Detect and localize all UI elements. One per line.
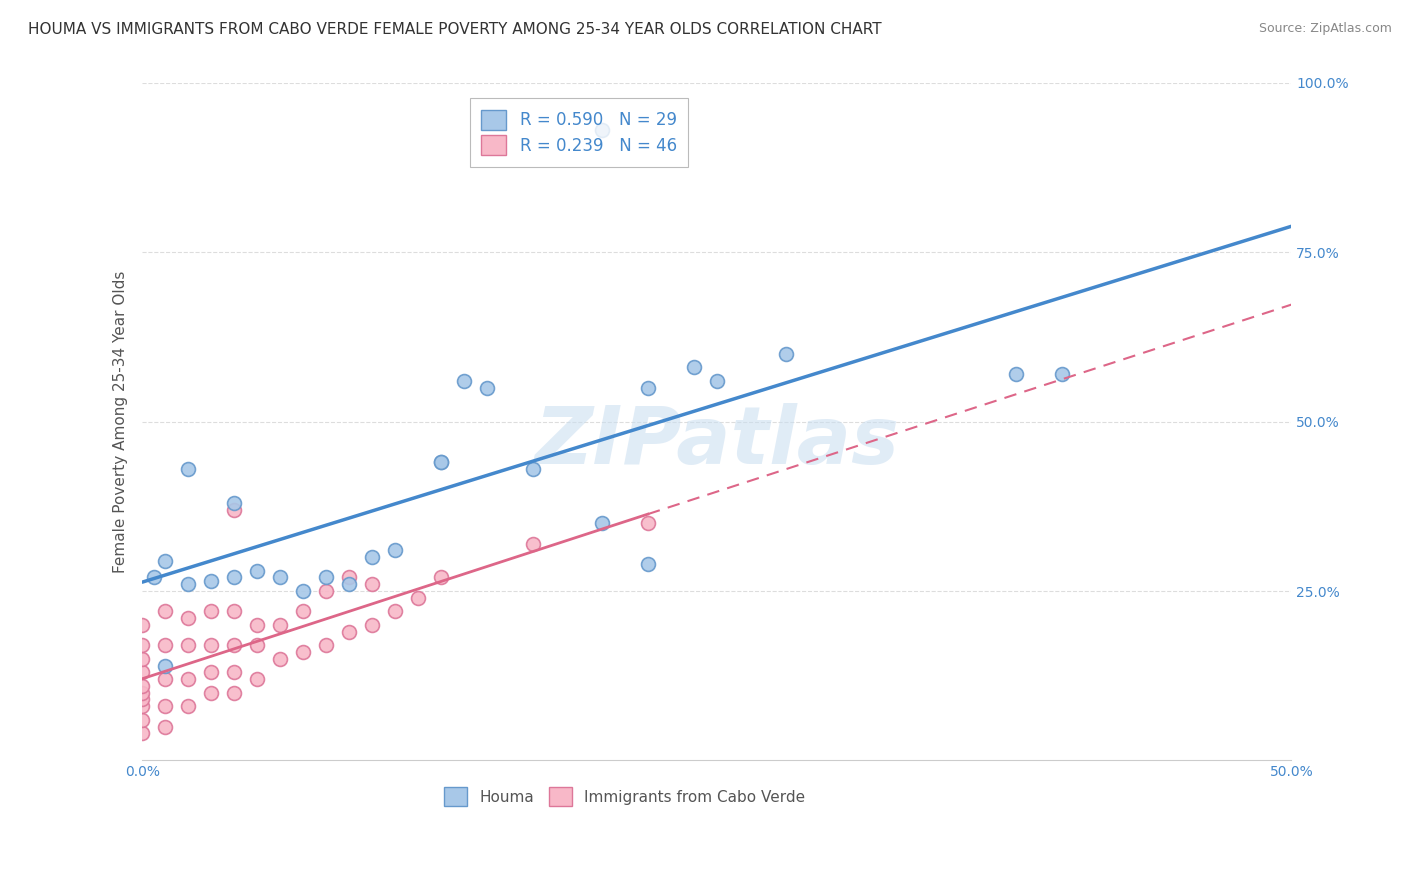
- Point: [200, 665, 222, 680]
- Point: [292, 604, 315, 618]
- Point: [224, 604, 246, 618]
- Point: [131, 679, 153, 693]
- Point: [177, 462, 200, 476]
- Point: [131, 638, 153, 652]
- Point: [292, 584, 315, 599]
- Point: [292, 645, 315, 659]
- Point: [361, 550, 384, 565]
- Point: [246, 638, 269, 652]
- Point: [224, 502, 246, 516]
- Point: [155, 553, 177, 567]
- Text: HOUMA VS IMMIGRANTS FROM CABO VERDE FEMALE POVERTY AMONG 25-34 YEAR OLDS CORRELA: HOUMA VS IMMIGRANTS FROM CABO VERDE FEMA…: [28, 22, 882, 37]
- Point: [131, 726, 153, 740]
- Point: [706, 374, 728, 388]
- Point: [475, 381, 498, 395]
- Point: [1050, 368, 1073, 382]
- Point: [177, 638, 200, 652]
- Point: [131, 713, 153, 727]
- Point: [453, 374, 475, 388]
- Point: [430, 570, 453, 584]
- Point: [591, 123, 613, 137]
- Point: [131, 686, 153, 700]
- Point: [384, 543, 406, 558]
- Point: [682, 360, 704, 375]
- Point: [200, 638, 222, 652]
- Point: [337, 577, 360, 591]
- Text: ZIPatlas: ZIPatlas: [534, 403, 900, 481]
- Point: [224, 638, 246, 652]
- Point: [1004, 368, 1026, 382]
- Point: [200, 604, 222, 618]
- Point: [315, 638, 337, 652]
- Point: [384, 604, 406, 618]
- Point: [177, 699, 200, 714]
- Point: [155, 604, 177, 618]
- Point: [315, 570, 337, 584]
- Point: [430, 455, 453, 469]
- Point: [155, 672, 177, 686]
- Point: [177, 611, 200, 625]
- Point: [177, 577, 200, 591]
- Point: [131, 692, 153, 706]
- Point: [142, 570, 165, 584]
- Point: [337, 570, 360, 584]
- Legend: Houma, Immigrants from Cabo Verde: Houma, Immigrants from Cabo Verde: [436, 780, 813, 814]
- Point: [224, 570, 246, 584]
- Text: Source: ZipAtlas.com: Source: ZipAtlas.com: [1258, 22, 1392, 36]
- Point: [224, 686, 246, 700]
- Point: [200, 574, 222, 588]
- Point: [269, 618, 291, 632]
- Point: [131, 652, 153, 666]
- Point: [430, 455, 453, 469]
- Point: [315, 584, 337, 599]
- Point: [131, 618, 153, 632]
- Point: [246, 672, 269, 686]
- Y-axis label: Female Poverty Among 25-34 Year Olds: Female Poverty Among 25-34 Year Olds: [114, 270, 128, 573]
- Point: [269, 570, 291, 584]
- Point: [224, 665, 246, 680]
- Point: [155, 658, 177, 673]
- Point: [522, 536, 544, 550]
- Point: [637, 516, 659, 531]
- Point: [246, 564, 269, 578]
- Point: [155, 719, 177, 733]
- Point: [637, 557, 659, 571]
- Point: [591, 516, 613, 531]
- Point: [361, 618, 384, 632]
- Point: [637, 381, 659, 395]
- Point: [200, 686, 222, 700]
- Point: [155, 638, 177, 652]
- Point: [246, 618, 269, 632]
- Point: [131, 699, 153, 714]
- Point: [224, 496, 246, 510]
- Point: [775, 347, 797, 361]
- Point: [361, 577, 384, 591]
- Point: [522, 462, 544, 476]
- Point: [131, 665, 153, 680]
- Point: [155, 699, 177, 714]
- Point: [337, 624, 360, 639]
- Point: [406, 591, 429, 605]
- Point: [177, 672, 200, 686]
- Point: [269, 652, 291, 666]
